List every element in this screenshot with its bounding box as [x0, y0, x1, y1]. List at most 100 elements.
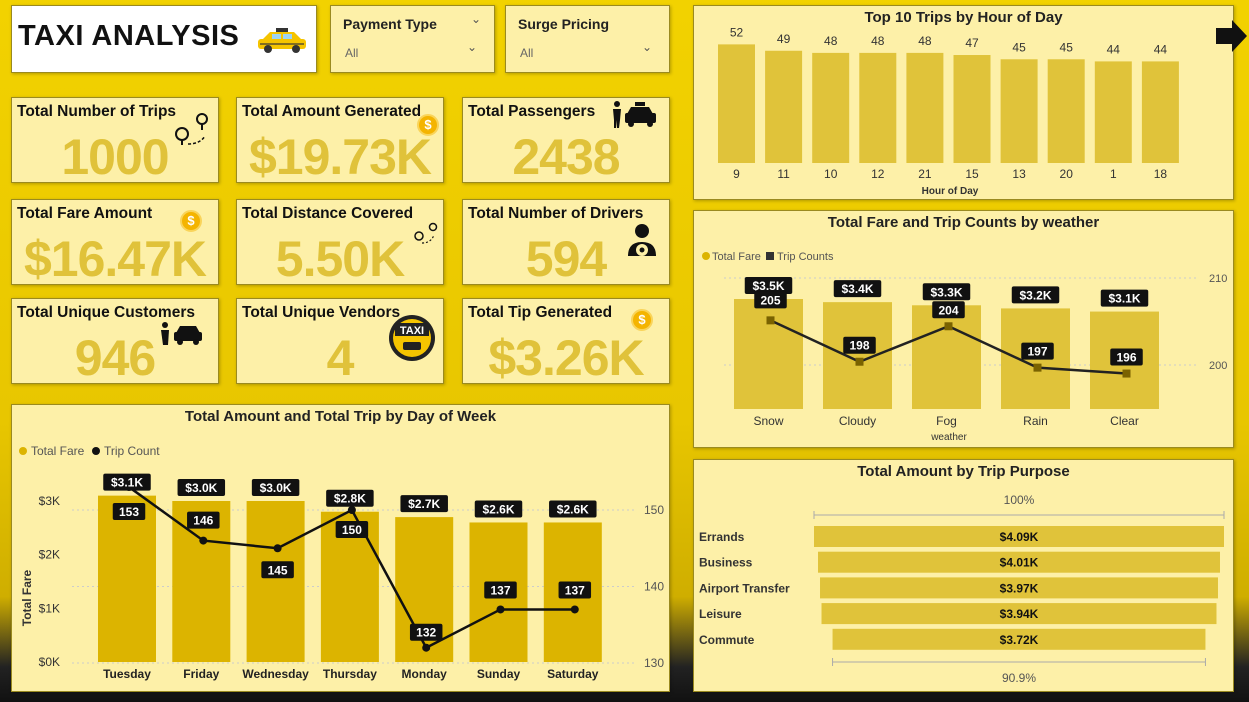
bar-value-label: 45 [1060, 40, 1074, 54]
fare-data-label: $3.1K [1108, 292, 1140, 306]
funnel-top-label: 100% [1004, 493, 1035, 507]
trip-count-marker [199, 536, 208, 545]
next-page-arrow-icon[interactable] [1216, 18, 1248, 54]
hour-bar [765, 50, 803, 163]
kpi-value: 2438 [512, 129, 620, 185]
funnel-bar [832, 628, 1206, 650]
taxi-badge-icon: TAXI [389, 315, 435, 361]
trip-data-label-bg [409, 623, 443, 641]
x-tick-label: 11 [777, 167, 790, 181]
fare-data-label-bg [103, 473, 151, 491]
y2-tick-label: 210 [1209, 273, 1227, 285]
trip-count-marker [1033, 363, 1042, 372]
trip-data-label: 150 [342, 523, 362, 537]
kpi-value: 1000 [61, 129, 169, 185]
trip-count-marker [496, 605, 505, 614]
trip-purpose-chart: 100% 90.9% $4.09K Errands $4.01K Business $3… [699, 493, 1225, 685]
fare-data-label-bg [833, 280, 882, 298]
surge-pricing-value[interactable]: All [520, 46, 534, 60]
funnel-category-label: Leisure [699, 607, 742, 621]
trip-data-label-bg [1021, 342, 1054, 360]
fare-data-label: $3.1K [111, 476, 143, 490]
legend-marker-fare [19, 447, 27, 455]
trip-data-label: 137 [490, 583, 510, 597]
legend-label: Total Fare [31, 444, 85, 458]
trip-count-marker [273, 544, 282, 553]
trip-count-marker [944, 322, 953, 331]
dollar-coin-icon: $ [417, 114, 439, 136]
fare-data-label-bg [1011, 286, 1060, 304]
fare-data-label-bg [549, 500, 597, 518]
legend-label: Total Fare [712, 251, 761, 263]
fare-data-label: $3.3K [930, 285, 962, 299]
kpi-label: Total Amount Generated [242, 103, 422, 120]
trip-data-label: 197 [1027, 345, 1047, 359]
trip-data-label-bg [261, 561, 294, 579]
fare-data-label: $3.0K [185, 481, 217, 495]
y2-tick-label: 150 [644, 503, 664, 517]
kpi-value: 946 [74, 330, 156, 386]
x-tick-label: Friday [183, 667, 219, 681]
chart-title: Top 10 Trips by Hour of Day [864, 9, 1063, 26]
kpi-total-amount: Total Amount Generated $19.73K $ [236, 97, 444, 185]
payment-type-slicer[interactable]: Payment Type ⌄ All ⌄ [330, 5, 495, 73]
surge-pricing-slicer[interactable]: Surge Pricing All ⌄ [505, 5, 670, 73]
bar-value-label: 48 [918, 34, 932, 48]
trip-data-label-bg [558, 581, 592, 599]
trip-purpose-chart-panel: Total Amount by Trip Purpose 100% 90.9% … [693, 459, 1234, 692]
x-tick-label: 9 [733, 167, 740, 181]
dollar-coin-icon: $ [631, 309, 653, 331]
kpi-label: Total Number of Drivers [468, 205, 644, 222]
fare-data-label: $2.8K [334, 492, 366, 506]
trip-count-marker [855, 357, 864, 366]
funnel-bar [820, 577, 1218, 599]
fare-data-label-bg [177, 479, 226, 496]
trip-data-label-bg [1110, 348, 1143, 366]
trip-data-label: 132 [416, 626, 436, 640]
fare-data-label: $3.4K [841, 282, 873, 296]
payment-type-value[interactable]: All [345, 46, 359, 60]
day-of-week-chart: Total Fare Trip Count Total Fare $3K $2K $… [19, 444, 664, 681]
legend-marker-trips [766, 252, 774, 260]
hour-bar [1000, 59, 1038, 163]
kpi-label: Total Unique Vendors [242, 304, 401, 321]
x-tick-label: 12 [871, 167, 885, 181]
weather-bar [734, 299, 803, 409]
hour-bar [906, 52, 944, 163]
x-tick-label: Clear [1110, 414, 1139, 428]
weather-bar [912, 305, 981, 409]
kpi-total-fare: Total Fare Amount $16.47K $ [11, 199, 219, 287]
chevron-down-icon[interactable]: ⌄ [471, 12, 482, 26]
bar-value-label: 45 [1012, 40, 1026, 54]
trip-data-label: 145 [268, 563, 288, 577]
kpi-value: $19.73K [248, 129, 432, 185]
fare-data-label-bg [251, 479, 300, 496]
fare-data-label-bg [474, 500, 523, 518]
y-tick-label: $0K [39, 655, 60, 669]
kpi-total-tip: Total Tip Generated $3.26K $ [462, 298, 670, 386]
bar-value-label: 44 [1154, 42, 1168, 56]
chart-title: Total Amount by Trip Purpose [857, 463, 1070, 480]
bar-value-label: 47 [965, 36, 979, 50]
chevron-down-icon[interactable]: ⌄ [467, 40, 478, 54]
kpi-total-passengers: Total Passengers 2438 [462, 97, 670, 185]
kpi-label: Total Tip Generated [468, 304, 613, 321]
x-tick-label: 13 [1012, 167, 1026, 181]
fare-data-label: $3.5K [752, 279, 784, 293]
funnel-value-label: $3.97K [1000, 581, 1039, 595]
trip-count-marker [570, 605, 579, 614]
fare-data-label-bg [1100, 289, 1149, 307]
y-tick-label: $1K [39, 601, 60, 615]
trip-data-label-bg [843, 336, 876, 354]
funnel-bar [821, 603, 1217, 625]
hour-of-day-chart: Hour of Day 52 9 49 11 48 10 48 12 48 21 47 15 45 13 4… [718, 25, 1179, 197]
trip-data-label-bg [112, 503, 146, 521]
x-tick-label: Rain [1023, 414, 1048, 428]
fare-data-label: $2.6K [557, 502, 589, 516]
taxi-car-icon [258, 28, 306, 53]
hour-bar [859, 52, 897, 163]
chevron-down-icon[interactable]: ⌄ [642, 40, 653, 54]
funnel-category-label: Business [699, 556, 753, 570]
fare-data-label-bg [744, 277, 793, 294]
x-tick-label: Cloudy [839, 414, 876, 428]
